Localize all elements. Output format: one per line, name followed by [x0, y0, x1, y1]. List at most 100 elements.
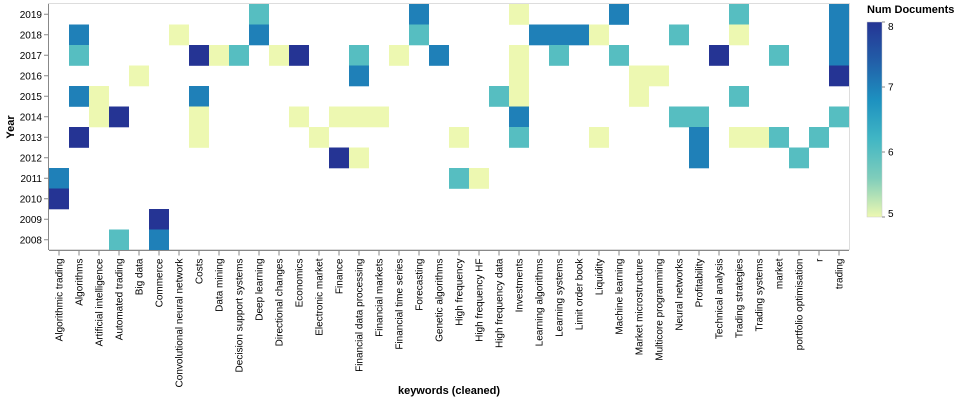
heatmap-cell	[749, 127, 769, 148]
heatmap-cell	[669, 24, 689, 46]
x-tick-label: Deep learning	[255, 259, 266, 321]
x-tick-label: High frequency data	[495, 258, 506, 348]
heatmap-cell	[349, 147, 369, 169]
heatmap-cells	[49, 4, 849, 251]
x-tick-label: Liquidity	[595, 259, 606, 296]
legend-title: Num Documents	[867, 4, 954, 16]
x-tick-label: Data mining	[215, 259, 226, 312]
heatmap-cell	[69, 86, 89, 107]
legend-tick-label: 7	[888, 83, 894, 94]
heatmap-cell	[269, 45, 289, 66]
x-tick-label: Costs	[195, 259, 206, 285]
x-tick-label: Financial time series	[395, 259, 406, 350]
x-tick-label: Learning systems	[555, 259, 566, 337]
legend-ticks: 8 7 6 5	[882, 21, 894, 220]
heatmap-cell	[689, 106, 709, 128]
heatmap-cell	[309, 127, 329, 148]
x-tick-label: High frequency	[455, 259, 466, 326]
heatmap-cell	[89, 86, 109, 107]
x-tick-label: Market microstructure	[635, 258, 646, 355]
heatmap-cell	[409, 24, 429, 46]
heatmap-cell	[469, 168, 489, 189]
x-axis-title: keywords (cleaned)	[398, 385, 500, 397]
x-tick-label: Financial data processing	[355, 259, 366, 372]
x-tick-label: Genetic algorithms	[435, 259, 446, 342]
heatmap-cell	[49, 168, 69, 189]
x-tick-label: Electronic market	[315, 258, 326, 335]
heatmap-cell	[509, 86, 529, 107]
heatmap-cell	[589, 24, 609, 46]
heatmap-cell	[349, 106, 369, 128]
legend-tick-label: 6	[888, 148, 894, 159]
heatmap-cell	[369, 106, 389, 128]
legend-tick-label: 8	[888, 22, 894, 33]
y-tick-label: 2012	[20, 153, 43, 164]
x-tick-label: Finance	[335, 258, 346, 294]
y-tick-label: 2016	[20, 71, 43, 82]
heatmap-cell	[389, 45, 409, 66]
heatmap-cell	[669, 106, 689, 128]
x-axis: Algorithmic trading Algorithms Artificial …	[49, 250, 849, 387]
heatmap-cell	[789, 147, 809, 169]
heatmap-cell	[609, 45, 629, 66]
x-tick-label: Trading strategies	[735, 259, 746, 339]
heatmap-cell	[609, 4, 629, 25]
heatmap-cell	[509, 106, 529, 128]
heatmap-cell	[249, 4, 269, 25]
heatmap-cell	[489, 86, 509, 107]
heatmap-cell	[129, 65, 149, 87]
heatmap-cell	[229, 45, 249, 66]
x-tick-label: Learning algorithms	[535, 259, 546, 347]
heatmap-cell	[829, 45, 849, 66]
heatmap-cell	[289, 106, 309, 128]
heatmap-cell	[769, 127, 789, 148]
heatmap-cell	[509, 4, 529, 25]
heatmap-cell	[629, 65, 649, 87]
heatmap-cell	[829, 24, 849, 46]
heatmap-cell	[549, 45, 569, 66]
y-tick-label: 2010	[20, 194, 43, 205]
heatmap-cell	[449, 168, 469, 189]
x-tick-label: Big data	[135, 258, 146, 295]
heatmap-cell	[729, 86, 749, 107]
y-tick-label: 2019	[20, 10, 43, 21]
heatmap-cell	[509, 45, 529, 66]
x-tick-label: Technical analysis	[715, 259, 726, 340]
heatmap-cell	[189, 106, 209, 128]
heatmap-cell	[589, 127, 609, 148]
heatmap-cell	[529, 24, 549, 46]
heatmap-cell	[689, 127, 709, 148]
heatmap-cell	[189, 127, 209, 148]
x-tick-label: Machine learning	[615, 259, 626, 335]
heatmap-cell	[329, 147, 349, 169]
legend-tick-label: 5	[888, 209, 894, 220]
heatmap-cell	[109, 229, 129, 251]
x-tick-label: Limit order book	[575, 258, 586, 331]
heatmap-cell	[729, 127, 749, 148]
heatmap-cell	[409, 4, 429, 25]
y-tick-label: 2014	[20, 112, 43, 123]
heatmap-cell	[829, 106, 849, 128]
heatmap-cell	[829, 4, 849, 25]
heatmap-cell	[189, 86, 209, 107]
x-tick-label: Neural networks	[675, 259, 686, 331]
y-tick-label: 2013	[20, 133, 43, 144]
y-axis-title: Year	[5, 115, 17, 139]
heatmap-cell	[209, 45, 229, 66]
x-tick-label: trading	[835, 259, 846, 290]
heatmap-cell	[689, 147, 709, 169]
heatmap-cell	[449, 127, 469, 148]
color-legend: Num Documents 8 7 6 5	[866, 4, 954, 220]
heatmap-cell	[769, 45, 789, 66]
heatmap-cell	[549, 24, 569, 46]
x-tick-label: portfolio optimisation	[795, 259, 806, 351]
heatmap-cell	[89, 106, 109, 128]
x-tick-label: High frequency HF	[475, 259, 486, 342]
heatmap-cell	[329, 106, 349, 128]
heatmap-cell	[509, 65, 529, 87]
x-tick-label: Directional changes	[275, 259, 286, 347]
heatmap-cell	[49, 188, 69, 210]
heatmap-cell	[629, 86, 649, 107]
x-tick-label: Profitability	[695, 259, 706, 308]
x-tick-label: Economics	[295, 259, 306, 308]
